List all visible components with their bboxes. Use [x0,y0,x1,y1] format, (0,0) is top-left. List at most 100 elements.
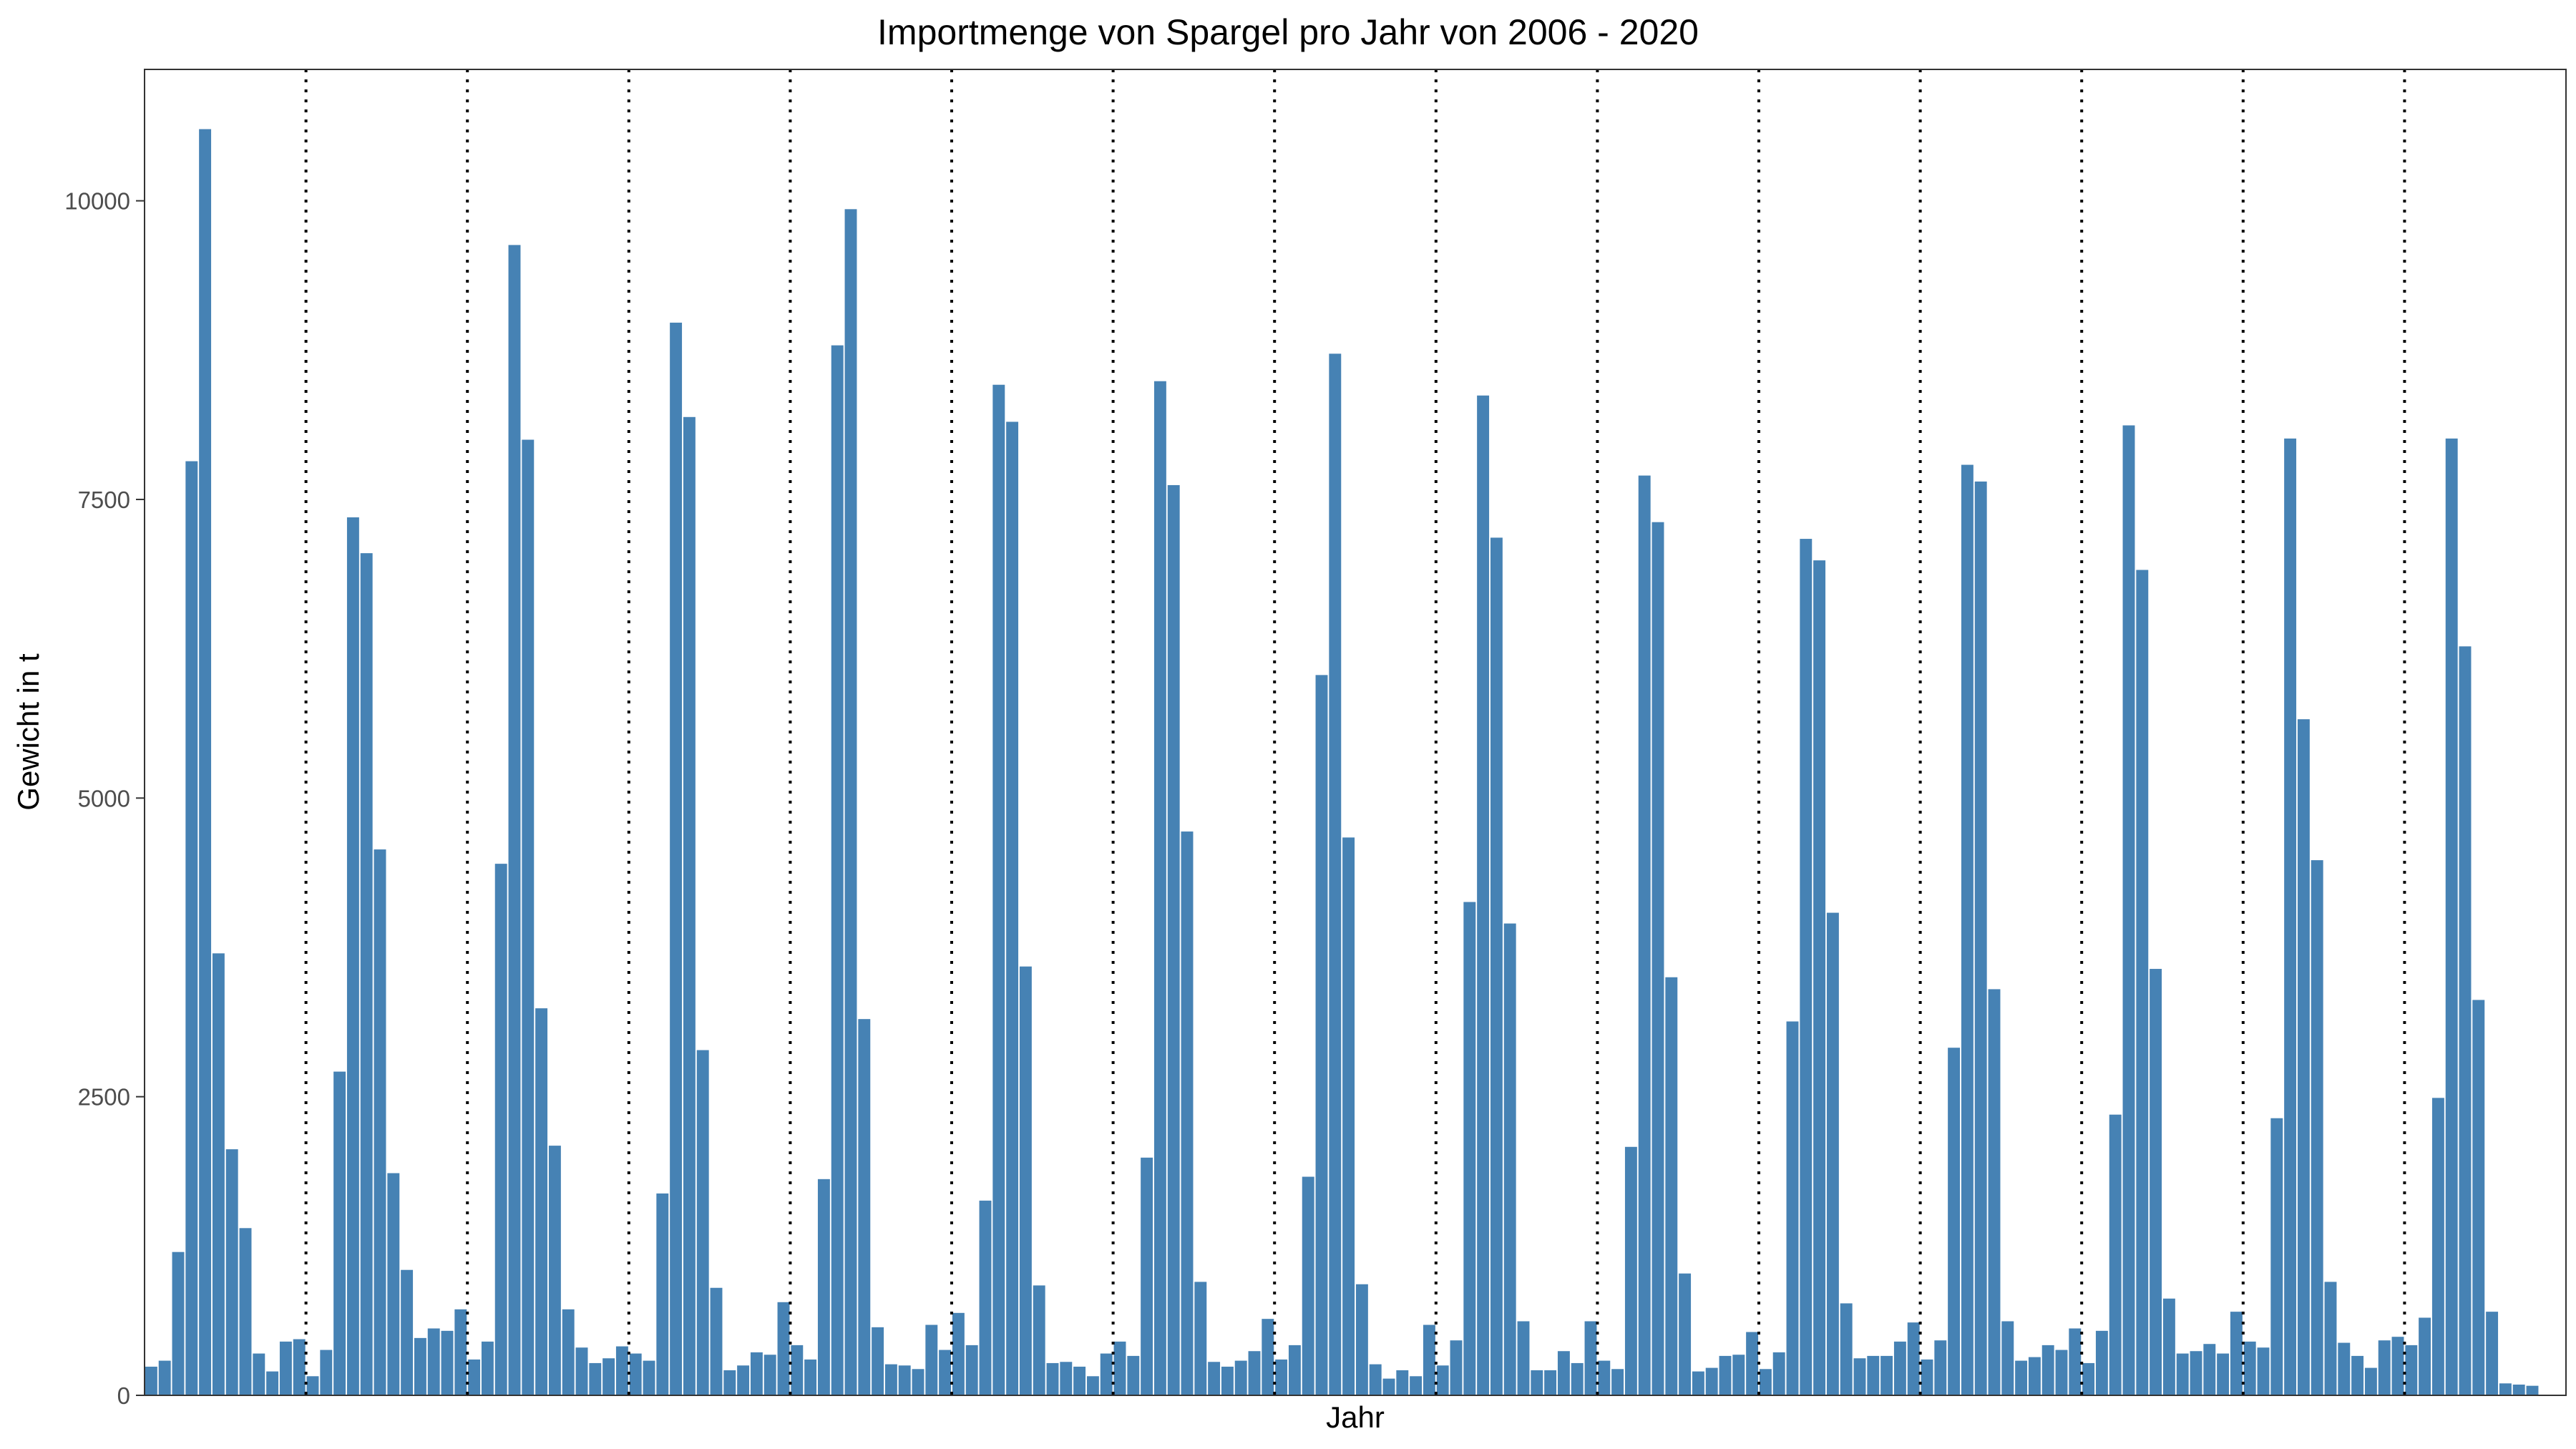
bar [253,1353,265,1395]
bar [1719,1355,1732,1395]
bar [656,1193,669,1395]
year-separators [304,69,2406,1395]
bar [2122,425,2135,1395]
bar [884,1364,897,1395]
bar [1759,1369,1772,1395]
bar [2378,1340,2391,1395]
bar [1006,421,1019,1396]
bar [1382,1378,1395,1395]
bar [589,1362,602,1395]
bar [1961,464,1974,1395]
bar [2028,1357,2041,1395]
bar [1288,1345,1301,1395]
bar [2297,719,2310,1395]
bar [548,1146,561,1395]
bar [2499,1383,2512,1395]
bar [1315,675,1328,1395]
bar [2190,1351,2202,1395]
bar [2311,860,2323,1395]
bar [1800,539,1813,1395]
bar [562,1309,575,1395]
bar [1423,1324,1435,1395]
bar [2486,1312,2499,1395]
bar [454,1309,467,1395]
bar [979,1200,992,1395]
bar [1598,1360,1611,1395]
bar [1813,560,1826,1395]
bar [2405,1345,2418,1395]
bar [535,1008,548,1395]
bar [1948,1048,1961,1395]
bar [508,245,521,1395]
bar [2284,438,2297,1395]
bar [872,1327,884,1395]
bar [266,1371,279,1395]
bar [1396,1370,1409,1395]
bar [2270,1118,2283,1395]
bar [2109,1114,2122,1395]
bar [992,384,1005,1396]
bar [1302,1176,1314,1395]
bar [2041,1345,2054,1395]
bar [2162,1298,2175,1395]
bar [1248,1351,1261,1395]
bar [1867,1355,1880,1395]
bar [481,1341,494,1395]
bar [1167,484,1180,1396]
bar [696,1050,709,1395]
bar [1624,1146,1637,1395]
bar [1463,902,1476,1395]
bar [1611,1369,1624,1395]
bar [2082,1362,2095,1395]
bar [844,209,857,1395]
bar [1692,1371,1704,1395]
bar [1853,1358,1866,1395]
bar [2230,1312,2243,1395]
bar [1544,1370,1557,1395]
bar [2338,1342,2351,1395]
bar [1342,837,1355,1395]
bar [925,1324,938,1395]
bar [2364,1367,2377,1395]
bar [1638,475,1651,1395]
bar [750,1352,763,1395]
y-axis: 0 2500 5000 7500 10000 [64,188,145,1409]
bar [1141,1157,1153,1395]
bar [1113,1341,1126,1395]
plot-panel-border [144,69,2567,1396]
bar [374,849,386,1395]
bar [494,864,507,1395]
bar [441,1330,454,1395]
y-tick-label: 2500 [78,1084,130,1111]
bar [2095,1330,2108,1395]
bar [522,439,535,1395]
bar [2419,1317,2431,1395]
bar [1934,1340,1947,1395]
bar [965,1345,978,1395]
bar [225,1149,238,1395]
bar [2391,1337,2404,1395]
bar [952,1312,965,1395]
bar [1826,912,1839,1395]
bar [1033,1285,1045,1395]
bar [1208,1362,1221,1395]
bar [468,1359,481,1395]
bar [1786,1021,1799,1395]
bar [1705,1367,1718,1395]
bar [1732,1355,1745,1395]
bar [737,1365,750,1395]
bar [212,953,225,1395]
bar [1907,1322,1920,1395]
bar [239,1228,252,1395]
bar [1772,1352,1785,1395]
bar [185,461,198,1395]
bar [1019,966,1032,1395]
bar [615,1346,628,1395]
x-axis-title: Jahr [1326,1400,1385,1434]
bar [1893,1341,1906,1395]
bar [1490,537,1503,1395]
y-tick-label: 7500 [78,487,130,513]
bar [1517,1321,1530,1395]
